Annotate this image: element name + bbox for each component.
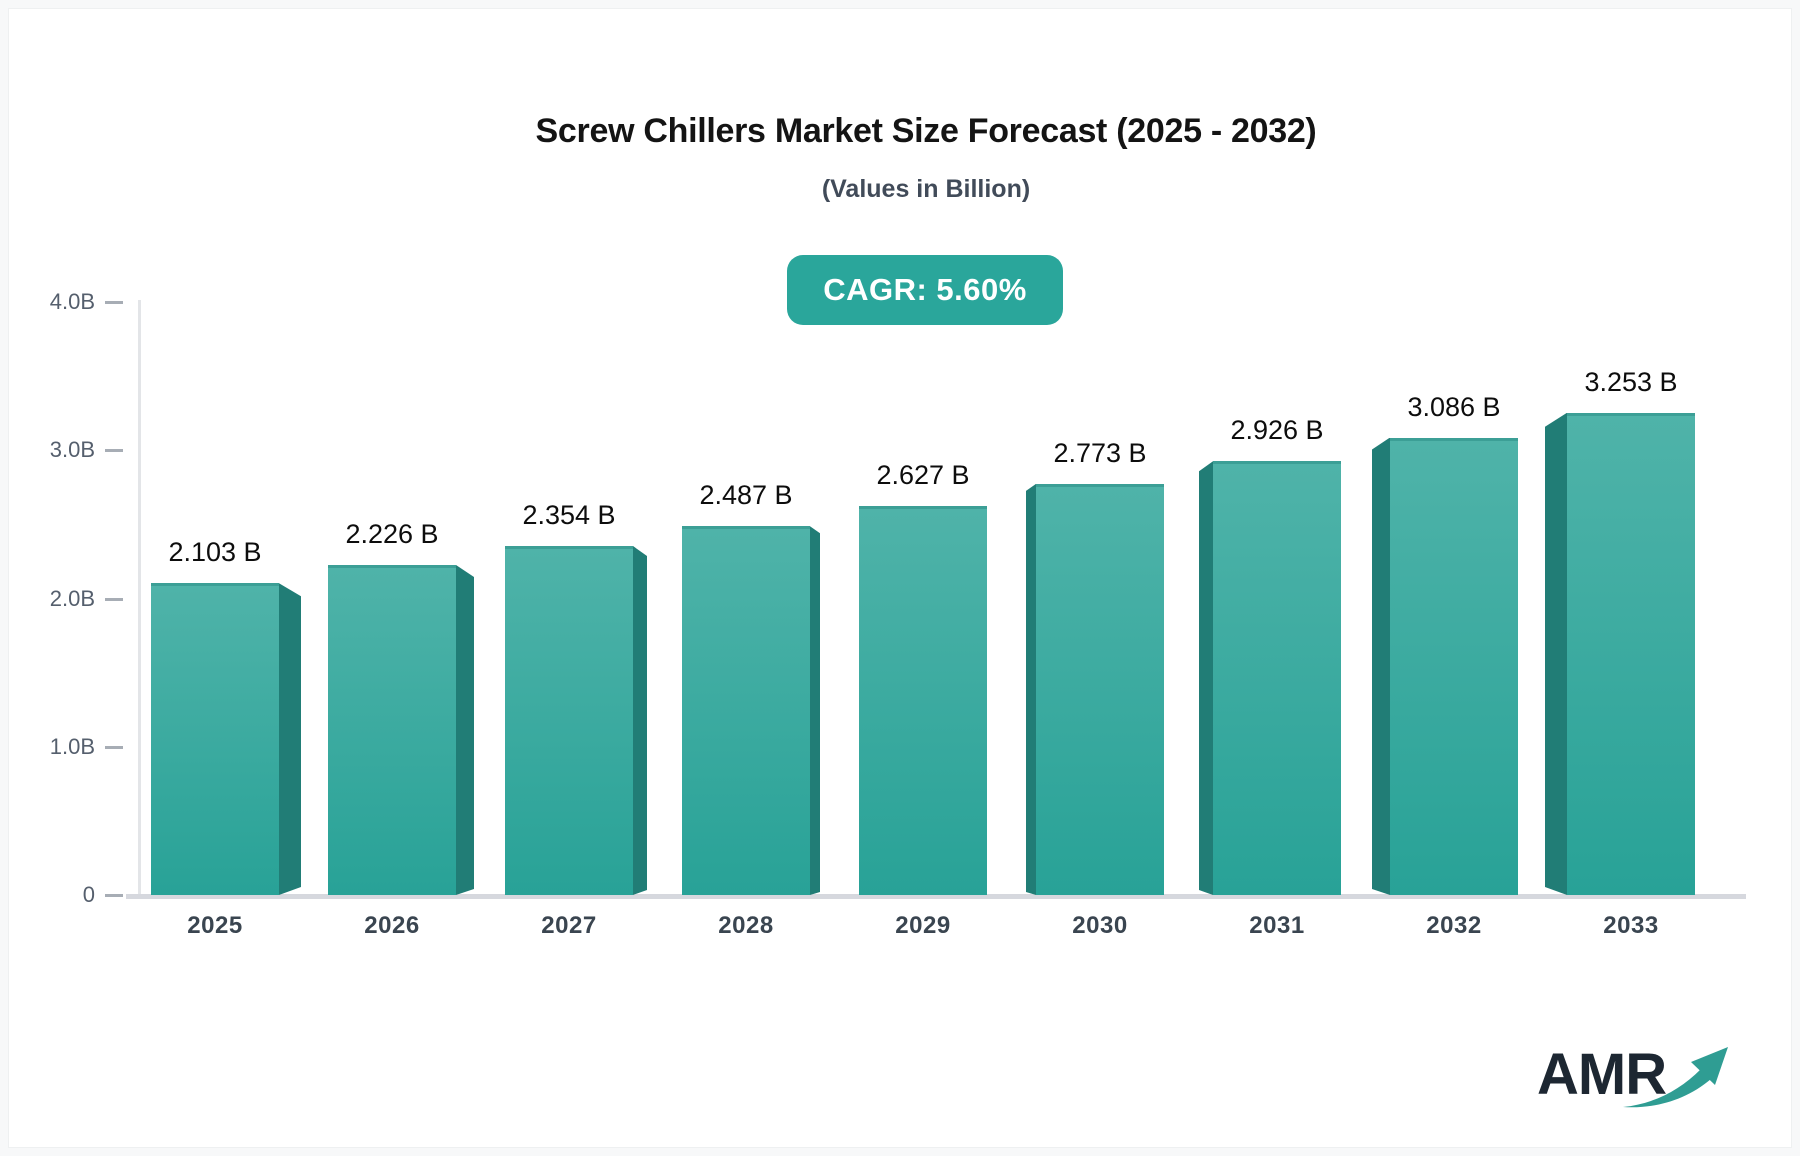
logo-arrow-icon bbox=[1623, 1047, 1728, 1108]
bar-face-2032 bbox=[1390, 437, 1518, 895]
bar-2031 bbox=[1213, 461, 1341, 895]
bar-face-2028 bbox=[682, 526, 810, 895]
y-tick-label: 4.0B bbox=[49, 289, 95, 314]
bar-2030 bbox=[1036, 483, 1164, 895]
bar-value-label-2030: 2.773 B bbox=[1053, 437, 1147, 468]
x-axis-label-2032: 2032 bbox=[1426, 912, 1482, 939]
bar-2032 bbox=[1390, 437, 1518, 895]
bar-side-2032 bbox=[1372, 438, 1390, 895]
y-tick-mark bbox=[105, 301, 123, 304]
x-axis-label-2033: 2033 bbox=[1603, 912, 1659, 939]
bar-value-label-2026: 2.226 B bbox=[345, 518, 439, 549]
x-axis-label-2029: 2029 bbox=[895, 912, 951, 939]
bar-side-2030 bbox=[1026, 484, 1036, 895]
bar-face-2027 bbox=[505, 546, 633, 895]
x-axis-label-2030: 2030 bbox=[1072, 912, 1128, 939]
chart-subtitle: (Values in Billion) bbox=[821, 175, 1031, 203]
bar-2033 bbox=[1567, 412, 1695, 895]
bar-value-label-2031: 2.926 B bbox=[1230, 415, 1324, 446]
cagr-badge: CAGR: 5.60% bbox=[787, 255, 1063, 325]
x-axis-label-2031: 2031 bbox=[1249, 912, 1305, 939]
y-tick-label: 0 bbox=[82, 882, 95, 907]
bar-side-2028 bbox=[810, 526, 820, 895]
bar-face-2026 bbox=[328, 564, 456, 895]
bar-2028 bbox=[682, 526, 810, 895]
logo: AMR bbox=[1537, 1035, 1728, 1115]
bar-2025 bbox=[151, 583, 279, 895]
bar-side-2031 bbox=[1199, 461, 1213, 895]
x-axis-label-2027: 2027 bbox=[541, 912, 597, 939]
y-tick-mark bbox=[105, 745, 123, 749]
y-tick-label: 1.0B bbox=[49, 733, 95, 759]
bar-chart: 0 1.0B 2.0B 3.0B 4.0B 2.103 B 2025 2.226 B 2026 2… bbox=[9, 9, 1800, 1149]
bar-value-label-2027: 2.354 B bbox=[522, 500, 616, 531]
bar-face-2033 bbox=[1567, 412, 1695, 895]
chart-title: Screw Chillers Market Size Forecast (202… bbox=[535, 112, 1317, 150]
y-tick-mark bbox=[105, 597, 123, 601]
bar-face-2031 bbox=[1213, 461, 1341, 895]
x-axis-baseline bbox=[126, 894, 1746, 899]
bar-side-2025 bbox=[279, 583, 301, 895]
y-tick-label: 3.0B bbox=[49, 437, 95, 463]
chart-card: Screw Chillers Market Size Forecast (202… bbox=[8, 8, 1792, 1148]
x-axis-label-2028: 2028 bbox=[718, 912, 774, 939]
y-tick-label: 2.0B bbox=[49, 585, 95, 611]
logo-text: AMR bbox=[1537, 1042, 1667, 1107]
y-axis-line bbox=[138, 300, 141, 895]
bar-value-label-2029: 2.627 B bbox=[876, 459, 970, 490]
bar-value-label-2032: 3.086 B bbox=[1407, 391, 1501, 422]
bar-face-2025 bbox=[151, 583, 279, 895]
y-tick-mark bbox=[105, 449, 123, 453]
bar-value-label-2025: 2.103 B bbox=[168, 537, 262, 568]
bar-value-label-2028: 2.487 B bbox=[699, 480, 793, 511]
y-tick-mark bbox=[105, 894, 123, 897]
bar-side-2026 bbox=[456, 565, 474, 895]
x-axis-label-2026: 2026 bbox=[364, 912, 420, 939]
bar-side-2033 bbox=[1545, 413, 1567, 895]
bar-value-label-2033: 3.253 B bbox=[1584, 366, 1678, 397]
bar-face-2030 bbox=[1036, 483, 1164, 895]
bar-face-2029 bbox=[859, 505, 987, 895]
bar-2027 bbox=[505, 546, 633, 895]
bar-side-2027 bbox=[633, 546, 647, 895]
bar-2026 bbox=[328, 564, 456, 895]
x-axis-label-2025: 2025 bbox=[187, 912, 243, 939]
bar-2029 bbox=[859, 505, 987, 895]
